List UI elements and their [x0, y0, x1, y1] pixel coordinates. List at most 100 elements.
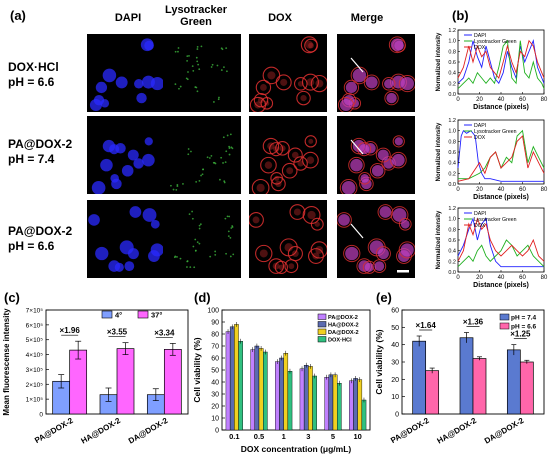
bar	[254, 345, 260, 431]
cell-outline	[375, 246, 391, 262]
nucleus	[95, 246, 109, 261]
panel-label-b: (b)	[452, 8, 469, 23]
bar	[324, 376, 330, 431]
bar	[234, 324, 239, 431]
nucleus	[110, 174, 119, 183]
chart-c: 0 1×10⁵ 2×10⁵ 3×10⁵ 4×10⁵ 5×10⁵ 6×10⁵ 7×10⁵ ×1.9…	[2, 308, 189, 446]
y-tick-label: 40	[391, 342, 399, 349]
chart-e: 0 10 20 30 40 50 60 ×1.64 PA@DOX-2 ×1.36 HA@DOX-2 ×…	[374, 308, 545, 446]
legend-swatch	[137, 310, 149, 319]
legend-swatch	[317, 321, 327, 328]
x-tick-label: 40	[498, 97, 505, 103]
nucleus	[350, 158, 363, 172]
micro-image-dapi	[87, 34, 165, 112]
lysosome-dot	[228, 147, 231, 150]
x-tick-label: 0	[456, 97, 460, 103]
lysosome-dot	[179, 85, 182, 88]
x-axis-label: Distance (pixels)	[473, 282, 529, 289]
y-axis-label: Cell viability (%)	[192, 337, 202, 402]
lysosome-dot	[189, 266, 192, 268]
cell-core	[278, 264, 285, 271]
lysosome-dot	[170, 184, 172, 187]
bar-37°	[163, 349, 182, 415]
series-line-dox	[457, 217, 545, 262]
x-tick-label: 60	[519, 97, 526, 103]
row-label-2: PA@DOX-2 pH = 7.4	[8, 137, 72, 167]
y-axis-label: Cell viability (%)	[374, 329, 384, 394]
bar-37°	[116, 348, 135, 415]
series-line-lysotracker-green	[458, 129, 545, 180]
cell-outline	[255, 79, 272, 96]
nucleus	[338, 214, 350, 226]
lysosome-dot	[228, 145, 231, 148]
panel-label-e: (e)	[376, 290, 392, 305]
bar	[328, 374, 334, 431]
cell-core	[284, 243, 293, 252]
nucleus	[127, 248, 139, 260]
lysosome-dot	[225, 252, 227, 255]
lysosome-dot	[174, 83, 177, 86]
row-label-2-line2: pH = 7.4	[8, 152, 55, 166]
nucleus	[341, 181, 356, 194]
nucleus	[100, 158, 113, 172]
cell-core	[297, 160, 304, 167]
y-tick-label: 40	[211, 380, 219, 387]
micro-image-canvas	[339, 135, 407, 194]
nucleus	[339, 98, 352, 112]
lysosome-dot	[198, 68, 201, 71]
bar	[279, 357, 284, 431]
nucleus	[150, 219, 160, 229]
lysosome-dot	[228, 153, 231, 156]
bar	[275, 361, 280, 431]
bar	[312, 375, 317, 431]
cell-core	[306, 156, 315, 164]
lysosome-dot	[210, 154, 213, 157]
lysosome-dot	[186, 60, 189, 62]
nucleus	[109, 144, 120, 155]
nucleus	[124, 261, 135, 272]
cell-core	[256, 183, 265, 192]
nucleus	[364, 262, 374, 272]
x-category-label: 5	[331, 432, 335, 441]
row-label-2-line1: PA@DOX-2	[8, 137, 73, 151]
cell-outline	[301, 73, 319, 91]
lysosome-dot	[176, 183, 179, 186]
lysosome-dot	[174, 50, 177, 53]
chart-b3: 0 20 40 60 80 0.0 0.2 0.4 0.6 0.8 1.0 1.2 Distance (…	[436, 206, 548, 289]
cell-core	[288, 263, 295, 270]
lysosome-dot	[188, 213, 191, 215]
cell-core	[252, 216, 260, 224]
nucleus	[377, 248, 389, 260]
fold-annotation: ×1.96	[60, 326, 81, 335]
y-tick-label: 6×10⁵	[26, 322, 44, 329]
lysosome-dot	[197, 63, 200, 66]
cell-outline	[357, 142, 372, 157]
bar	[238, 341, 243, 431]
cell-outline	[300, 36, 318, 54]
lysosome-dot	[196, 241, 199, 244]
x-axis-label: Distance (pixels)	[473, 104, 529, 111]
y-tick-label: 30	[391, 360, 399, 367]
y-tick-label: 1×10⁵	[26, 397, 44, 404]
micro-image-dox	[249, 116, 327, 194]
lysosome-dot	[177, 47, 180, 49]
bar-pH = 7.4	[459, 337, 474, 415]
cell-outline	[253, 92, 269, 108]
lysosome-dot	[187, 71, 189, 73]
series-line-lysotracker-green	[457, 39, 545, 90]
cell-outline	[390, 151, 407, 169]
micro-image-merge	[337, 34, 415, 112]
cell-outline	[337, 96, 354, 112]
lysosome-dot	[195, 180, 198, 183]
y-tick-label: 0.2	[448, 81, 456, 87]
lysosome-dot	[186, 260, 189, 263]
bar	[250, 349, 255, 431]
cell-outline	[363, 74, 380, 91]
nucleus	[114, 262, 124, 272]
cell-core	[308, 42, 314, 49]
lysosome-dot	[227, 230, 230, 233]
legend-label: HA@DOX-2	[328, 323, 359, 329]
legend-label: PA@DOX-2	[328, 315, 358, 321]
lysosome-dot	[219, 178, 221, 181]
cell-outline	[275, 74, 292, 91]
